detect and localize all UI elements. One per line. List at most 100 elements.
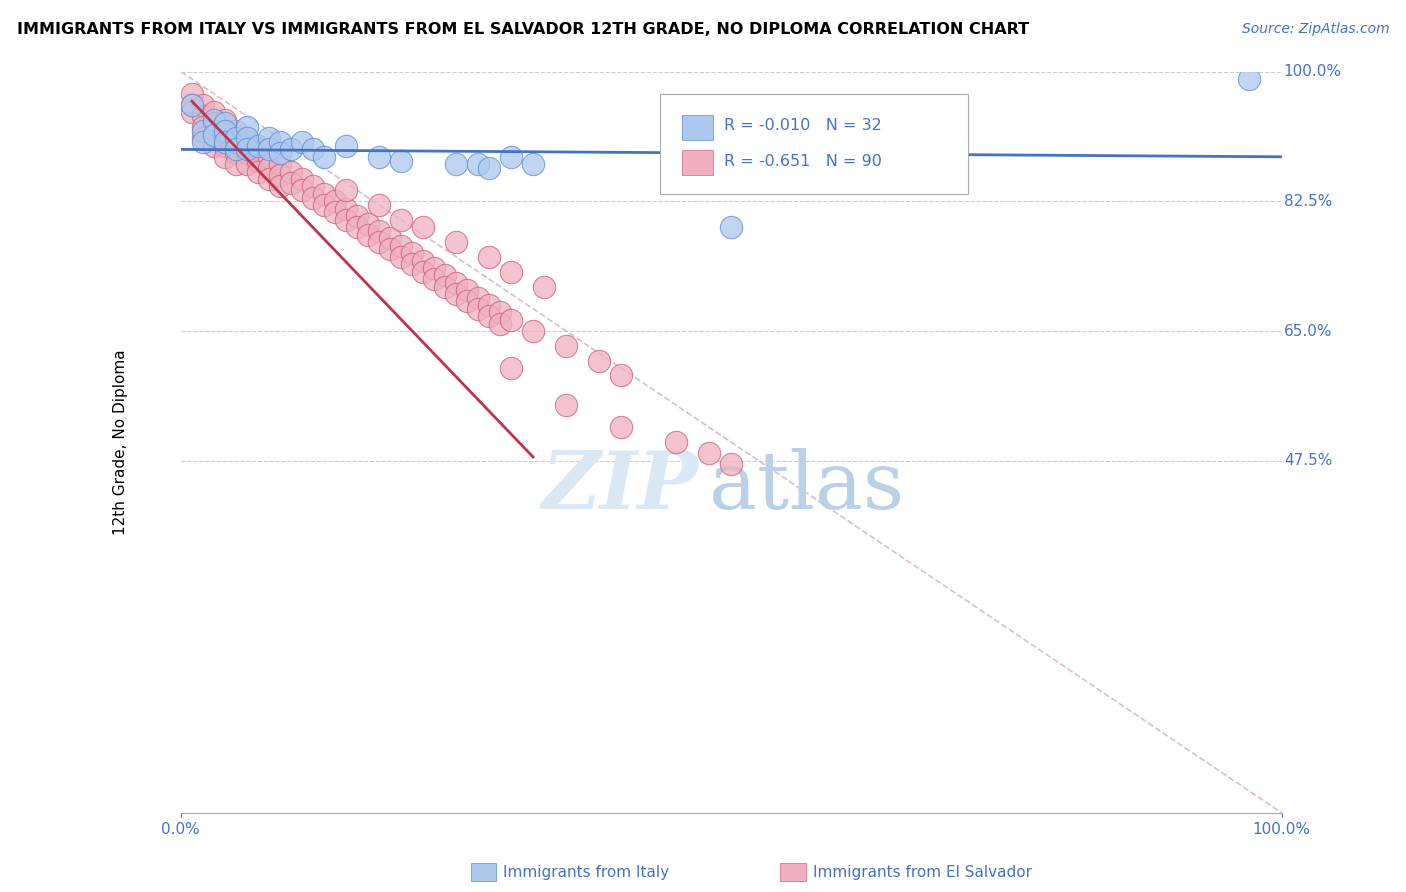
Point (555, 398, 578, 412)
Point (291, 135, 314, 149)
Point (533, 279, 555, 293)
Point (610, 420, 633, 434)
Point (312, 150, 335, 164)
Point (191, 109, 214, 123)
Point (191, 98, 214, 112)
Point (202, 128, 225, 142)
Point (401, 246, 423, 260)
Point (257, 172, 280, 186)
Point (412, 253, 434, 268)
Point (610, 368, 633, 383)
Point (444, 276, 467, 290)
Point (214, 124, 236, 138)
Point (478, 250, 501, 264)
Point (225, 135, 247, 149)
Point (323, 205, 346, 219)
Point (478, 161, 501, 175)
Text: Immigrants from El Salvador: Immigrants from El Salvador (813, 865, 1032, 880)
Text: 82.5%: 82.5% (1284, 194, 1333, 209)
Point (444, 287, 467, 301)
Point (225, 157, 247, 171)
Point (368, 235, 391, 249)
Point (191, 135, 214, 149)
Point (202, 116, 225, 130)
Point (225, 146, 247, 161)
Point (257, 150, 280, 164)
Point (467, 301, 489, 316)
Point (180, 105, 202, 120)
Text: 47.5%: 47.5% (1284, 453, 1333, 468)
Point (269, 157, 291, 171)
Point (214, 150, 236, 164)
Point (357, 227, 380, 242)
Point (257, 161, 280, 175)
Point (522, 324, 544, 338)
Point (499, 150, 522, 164)
Point (236, 120, 259, 135)
Point (357, 217, 380, 231)
FancyBboxPatch shape (682, 150, 713, 176)
Point (697, 446, 720, 460)
Point (246, 153, 269, 168)
Point (191, 124, 214, 138)
FancyBboxPatch shape (659, 94, 967, 194)
Point (489, 317, 512, 331)
Point (368, 198, 391, 212)
Point (412, 220, 434, 235)
Text: 100.0%: 100.0% (1284, 64, 1341, 79)
Point (280, 142, 302, 156)
Point (214, 112, 236, 127)
Point (555, 339, 578, 353)
Point (269, 146, 291, 161)
Point (720, 220, 742, 235)
Point (246, 164, 269, 178)
Point (323, 194, 346, 209)
Point (236, 157, 259, 171)
Point (225, 142, 247, 156)
Point (302, 179, 325, 194)
Point (478, 309, 501, 323)
Point (401, 257, 423, 271)
Point (423, 260, 446, 275)
Point (236, 142, 259, 156)
Point (335, 183, 357, 197)
Point (246, 138, 269, 153)
Point (489, 305, 512, 319)
Point (434, 279, 457, 293)
Point (191, 131, 214, 145)
Point (180, 98, 202, 112)
Point (412, 265, 434, 279)
Point (280, 176, 302, 190)
Point (180, 87, 202, 101)
FancyBboxPatch shape (682, 114, 713, 140)
Point (1237, 72, 1260, 87)
Point (499, 361, 522, 376)
Text: IMMIGRANTS FROM ITALY VS IMMIGRANTS FROM EL SALVADOR 12TH GRADE, NO DIPLOMA CORR: IMMIGRANTS FROM ITALY VS IMMIGRANTS FROM… (17, 22, 1029, 37)
Text: atlas: atlas (709, 448, 904, 525)
Point (389, 239, 412, 253)
Point (665, 435, 688, 450)
Point (269, 179, 291, 194)
Point (499, 265, 522, 279)
Point (214, 116, 236, 130)
Point (434, 268, 457, 283)
Point (467, 291, 489, 305)
Text: Source: ZipAtlas.com: Source: ZipAtlas.com (1241, 22, 1389, 37)
Point (236, 131, 259, 145)
Point (456, 294, 478, 309)
Point (202, 128, 225, 142)
Point (478, 298, 501, 312)
Point (467, 157, 489, 171)
Point (389, 153, 412, 168)
Text: ZIP: ZIP (541, 448, 699, 525)
Point (214, 135, 236, 149)
Text: R = -0.010   N = 32: R = -0.010 N = 32 (724, 118, 882, 133)
Point (378, 231, 401, 245)
Point (335, 212, 357, 227)
Point (312, 198, 335, 212)
Point (444, 157, 467, 171)
Point (499, 313, 522, 327)
Point (335, 202, 357, 216)
Point (246, 142, 269, 156)
Point (225, 124, 247, 138)
